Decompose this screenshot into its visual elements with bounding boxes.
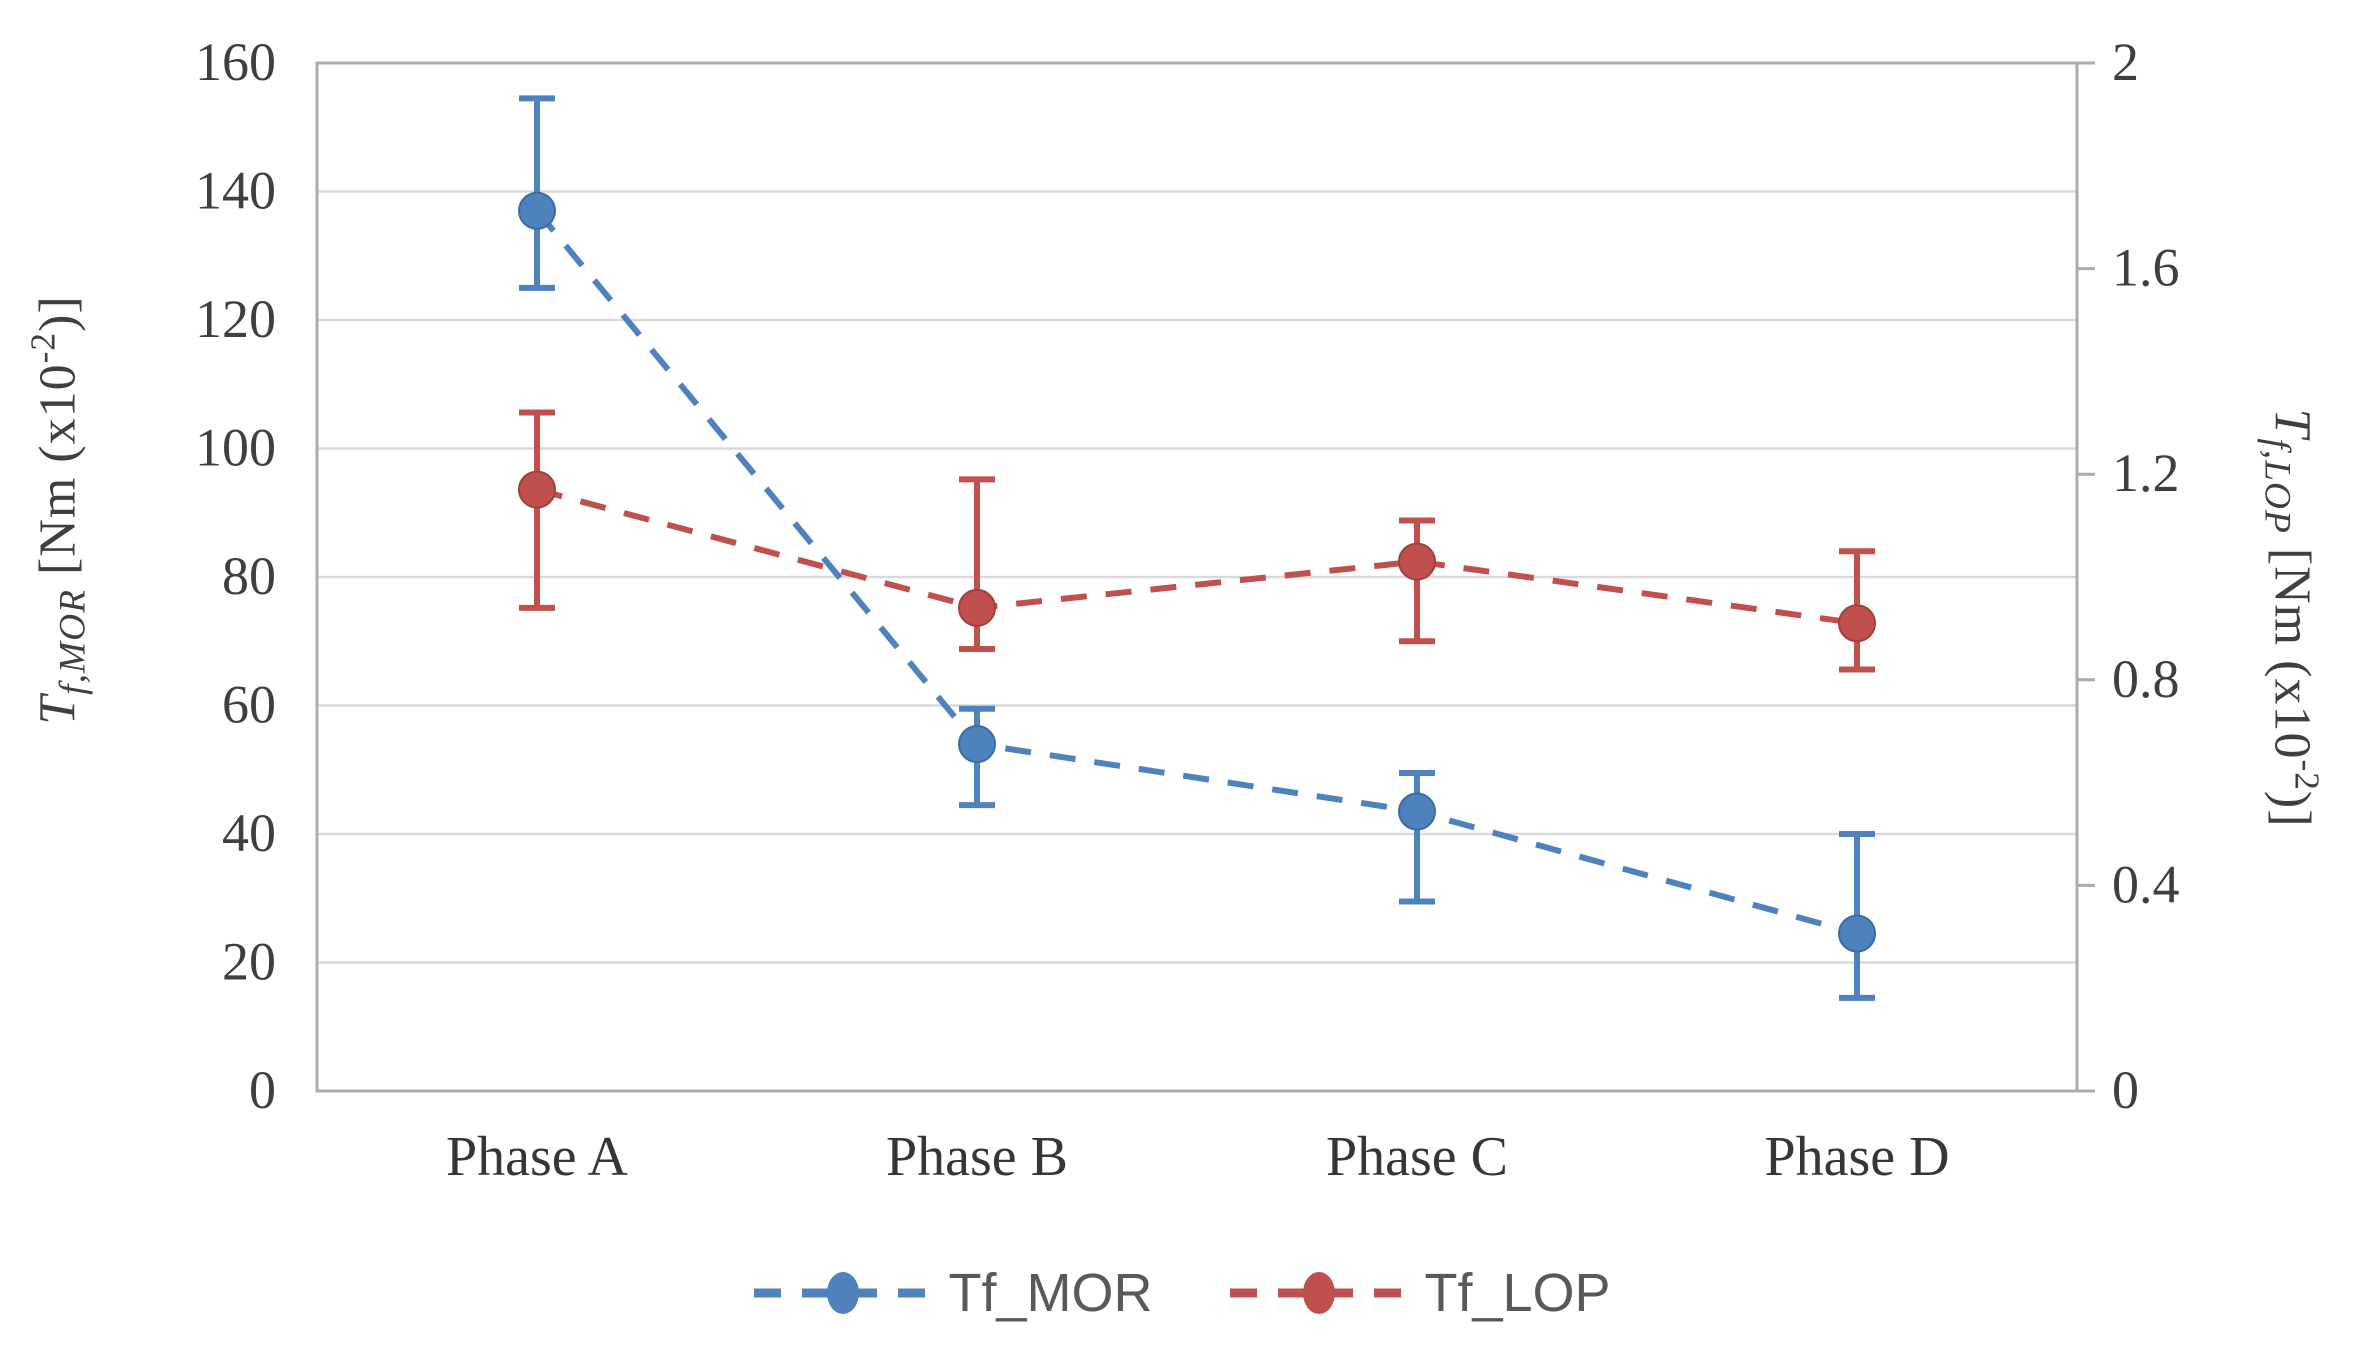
left-tick-label: 120	[195, 289, 276, 349]
right-tick-label: 2	[2112, 32, 2139, 92]
right-tick-label: 1.6	[2112, 238, 2180, 298]
error-bar	[519, 409, 555, 611]
right-axis-subscript: f,LOP	[2256, 438, 2298, 534]
right-axis-ticks	[2077, 61, 2095, 1093]
left-axis-title: Tf,MOR [Nm (x10-2)]	[22, 295, 95, 724]
right-tick-label: 0.4	[2112, 854, 2180, 914]
data-point-marker	[1838, 914, 1876, 953]
data-point-marker	[958, 588, 996, 627]
left-tick-label: 160	[195, 32, 276, 92]
right-axis-unit-prefix: [Nm (x10	[2263, 533, 2321, 760]
category-labels: Phase A Phase B Phase C Phase D	[446, 1126, 1950, 1188]
error-bar	[1399, 517, 1435, 645]
data-point-marker	[518, 191, 556, 230]
right-tick-label: 0	[2112, 1060, 2139, 1120]
left-axis-symbol: T	[29, 694, 87, 725]
series-tf-lop	[518, 409, 1876, 673]
data-point-marker	[1398, 542, 1436, 581]
right-axis-tick-labels: 0 0.4 0.8 1.2 1.6 2	[2112, 32, 2180, 1120]
left-axis-unit-suffix: )]	[29, 295, 87, 332]
left-tick-label: 140	[195, 161, 276, 221]
legend-item-tf-mor: Tf_MOR	[750, 1262, 1152, 1324]
left-tick-label: 20	[222, 932, 276, 992]
data-point-marker	[1398, 792, 1436, 831]
left-axis-subscript: f,MOR	[52, 589, 94, 695]
category-label: Phase B	[886, 1126, 1068, 1188]
right-axis-symbol: T	[2263, 408, 2321, 439]
category-label: Phase A	[446, 1126, 629, 1188]
category-label: Phase C	[1326, 1126, 1508, 1188]
error-bar	[1399, 769, 1435, 905]
left-tick-label: 80	[222, 546, 276, 606]
left-tick-label: 100	[195, 418, 276, 478]
legend: Tf_MOR Tf_LOP	[0, 1262, 2361, 1324]
tf-mor-series-swatch-icon	[754, 1272, 933, 1314]
category-label: Phase D	[1764, 1126, 1949, 1188]
left-tick-label: 40	[222, 803, 276, 863]
data-point-marker	[958, 725, 996, 764]
left-axis-unit-prefix: [Nm (x10	[29, 363, 87, 590]
left-axis-exponent: -2	[22, 331, 63, 364]
right-axis-title: Tf,LOP [Nm (x10-2)]	[2256, 408, 2329, 827]
legend-item-tf-lop: Tf_LOP	[1226, 1262, 1611, 1324]
legend-label-tf-lop: Tf_LOP	[1424, 1263, 1611, 1323]
tf-lop-series-swatch-icon	[1230, 1272, 1409, 1314]
gridlines	[317, 61, 2077, 1093]
data-point-marker	[518, 470, 556, 509]
right-axis-unit-suffix: )]	[2263, 790, 2321, 828]
data-point-marker	[1838, 604, 1876, 643]
left-tick-label: 60	[222, 675, 276, 735]
left-axis-tick-labels: 0 20 40 60 80 100 120 140 160	[195, 32, 276, 1120]
right-axis-exponent: -2	[2287, 759, 2328, 791]
right-tick-label: 0.8	[2112, 649, 2180, 709]
series-line	[534, 208, 1858, 937]
left-tick-label: 0	[249, 1060, 276, 1120]
right-tick-label: 1.2	[2112, 443, 2180, 503]
legend-label-tf-mor: Tf_MOR	[948, 1263, 1153, 1323]
plot-border	[315, 61, 2079, 1093]
series-tf-mor	[518, 95, 1876, 1001]
series-line	[536, 486, 1858, 627]
